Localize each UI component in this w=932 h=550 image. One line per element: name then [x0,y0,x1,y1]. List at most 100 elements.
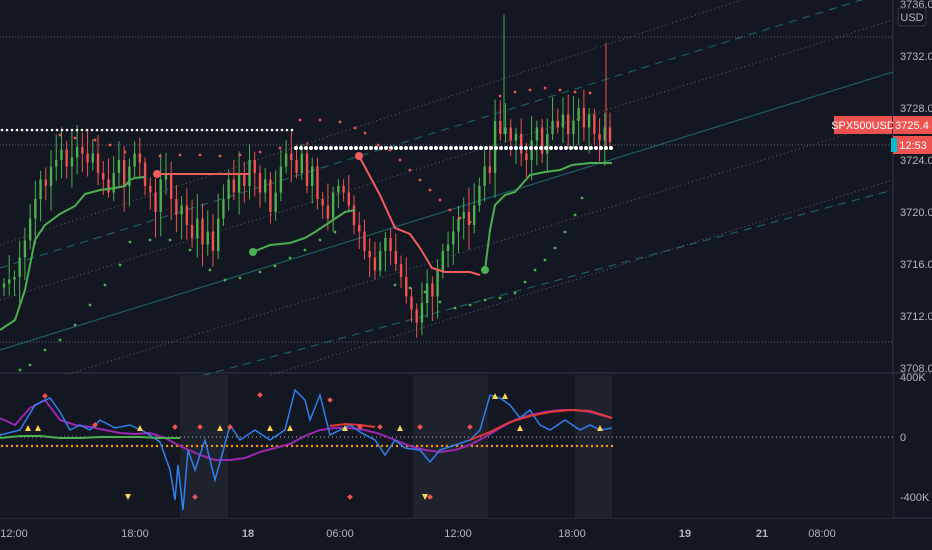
baseline-dot [145,444,149,448]
osc-triangle-marker [35,425,41,431]
baseline-dot [110,444,114,448]
baseline-dot [90,444,94,448]
resistance-dot [594,146,598,150]
baseline-dot [520,444,524,448]
candle-body [467,212,471,225]
baseline-dot [215,444,219,448]
candle-body [34,199,37,219]
baseline-dot [545,444,549,448]
candle-body [405,277,408,297]
baseline-dot [170,444,174,448]
baseline-dot [610,444,614,448]
baseline-dot [425,444,429,448]
baseline-dot [350,444,354,448]
baseline-dot [395,444,399,448]
baseline-dot [455,444,459,448]
baseline-dot [590,444,594,448]
candle-body [457,218,460,232]
baseline-dot [265,444,269,448]
candle-body [420,303,424,323]
sar-dot [513,291,517,295]
resistance-dot [175,128,179,132]
baseline-dot [380,444,384,448]
price-tick-label: 3728.0 [900,103,932,115]
time-tick-label: 12:00 [444,528,472,540]
candle-body [561,114,565,128]
price-tick-label: 3724.0 [900,155,932,167]
resistance-dot [235,128,239,132]
sar-dot [148,238,152,242]
candle-body [13,277,16,280]
resistance-dot [484,146,488,150]
sar-dot [408,168,412,172]
sar-dot [528,88,532,92]
baseline-dot [155,444,159,448]
baseline-dot [70,444,74,448]
baseline-dot [220,444,224,448]
candle-body [535,127,539,141]
resistance-dot [354,146,358,150]
countdown-label: 12:53 [899,140,927,152]
baseline-dot [550,444,554,448]
sar-dot [273,264,277,268]
resistance-dot [569,146,573,150]
candle-body [23,240,27,258]
sar-dot [338,120,342,124]
baseline-dot [0,444,4,448]
candle-body [499,121,502,134]
resistance-dot [469,146,473,150]
osc-diamond-marker [92,422,98,428]
candle-body [504,127,507,134]
candle-body [75,147,79,158]
candle-body [378,251,382,271]
candle-body [201,218,204,245]
sar-dot [438,198,442,202]
candle-body [478,186,481,206]
price-axis[interactable]: 3736.0 3732.0 3728.0 3724.0 3720.0 3716.0 3712… [900,0,932,375]
baseline-dot [560,444,564,448]
osc-triangle-marker [217,425,223,431]
osc-tick-label: -400K [900,492,930,504]
resistance-dot [584,146,588,150]
baseline-dot [320,444,324,448]
resistance-dot [509,146,513,150]
baseline-dot [505,444,509,448]
sar-dot [138,154,142,158]
baseline-dot [50,444,54,448]
oscillator-pane[interactable] [0,375,893,518]
baseline-dot [315,444,319,448]
candle-body [65,149,68,167]
sar-dot [178,153,182,157]
price-pane[interactable] [0,0,932,519]
resistance-dot [414,146,418,150]
sar-dot [318,238,322,242]
resistance-dot [404,146,408,150]
currency-selector[interactable]: USD [897,7,927,27]
baseline-dot [570,444,574,448]
sar-dot [580,196,584,200]
candle-body [122,160,126,186]
resistance-dot [494,146,498,150]
symbol-label: SPX500USD [831,120,895,132]
candle-body [133,153,136,167]
candle-body [227,179,230,199]
resistance-dot [110,128,114,132]
resistance-dot [30,128,34,132]
sar-dot [376,143,380,147]
candle-body [55,160,58,167]
osc-triangle-marker [267,425,273,431]
candle-body [159,179,162,212]
resistance-dot [519,146,523,150]
resistance-dot [80,128,84,132]
time-axis[interactable]: 12:00 18:00 18 06:00 12:00 18:00 19 21 08:00 [0,528,836,540]
candle-body [190,225,194,238]
osc-diamond-marker [257,392,263,398]
sar-dot [438,300,442,304]
resistance-dot [479,146,483,150]
sar-dot [18,368,22,372]
resistance-dot [280,128,284,132]
baseline-dot [345,444,349,448]
resistance-dot [514,146,518,150]
candle-body [410,296,413,310]
